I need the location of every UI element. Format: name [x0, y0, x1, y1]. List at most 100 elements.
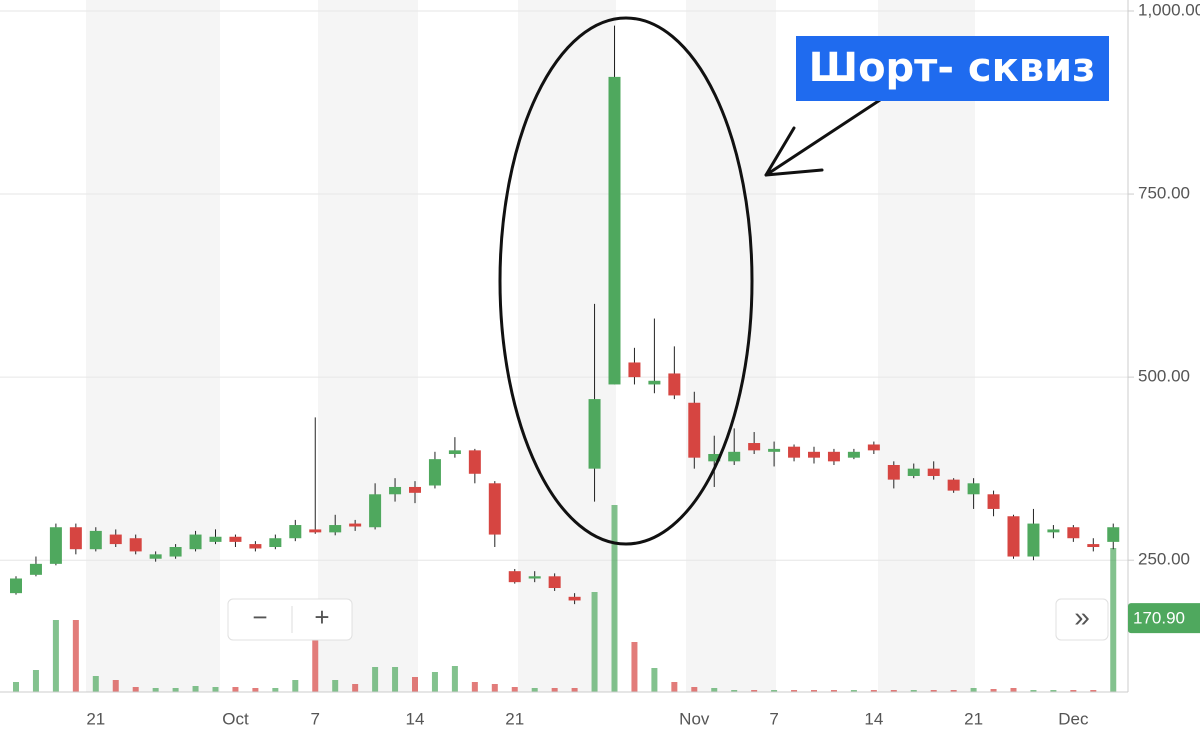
candle-body	[1107, 527, 1120, 542]
volume-bar	[392, 667, 399, 692]
x-tick-label: 14	[406, 709, 425, 728]
candle-body	[588, 399, 601, 469]
zoom-control: − +	[227, 598, 353, 641]
candle-body	[887, 464, 900, 480]
candle-body	[169, 547, 182, 557]
band	[86, 0, 220, 692]
volume-bar	[132, 687, 139, 692]
candle-body	[49, 527, 62, 564]
scroll-button[interactable]: »	[1074, 601, 1090, 632]
volume-bar	[1030, 690, 1037, 692]
volume-bar	[611, 505, 618, 692]
volume-bar	[970, 688, 977, 692]
x-tick-label: Oct	[222, 709, 249, 728]
volume-bar	[431, 672, 438, 692]
candle-body	[648, 380, 661, 385]
candle-body	[1087, 544, 1100, 548]
last-price-box	[1128, 603, 1200, 634]
volume-bar	[252, 688, 259, 692]
volume-bars	[13, 505, 1117, 692]
candle-body	[788, 446, 801, 458]
candle-body	[568, 596, 581, 601]
candle-body	[827, 451, 840, 462]
x-tick-label: 21	[505, 709, 524, 728]
volume-bar	[292, 680, 299, 692]
annotation-box	[796, 36, 1109, 101]
candle-body	[508, 571, 521, 583]
candle-body	[69, 527, 82, 550]
candle-body	[1007, 516, 1020, 557]
candle-body	[269, 538, 282, 548]
volume-bar	[491, 684, 498, 692]
candle-body	[628, 362, 641, 378]
volume-bar	[152, 688, 159, 692]
x-tick-label: 7	[769, 709, 778, 728]
candle-body	[1067, 527, 1080, 539]
candle-body	[468, 450, 481, 474]
highlight-ellipse	[498, 16, 754, 546]
volume-bar	[671, 682, 678, 692]
candle-body	[608, 76, 621, 385]
candle-body	[1027, 523, 1040, 557]
candle-body	[668, 373, 681, 396]
candle-body	[109, 534, 122, 545]
volume-bar	[990, 689, 997, 692]
candle-body	[10, 578, 22, 594]
candle-body	[149, 554, 162, 559]
candle-body	[329, 525, 342, 533]
candle-body	[428, 459, 441, 486]
candle-body	[369, 494, 382, 528]
volume-bar	[910, 690, 917, 692]
x-tick-label: 21	[964, 709, 983, 728]
volume-bar	[172, 688, 179, 692]
zoom-in[interactable]: +	[314, 602, 329, 632]
scroll-box	[1055, 598, 1109, 641]
zoom-out[interactable]: −	[252, 602, 267, 632]
volume-bar	[471, 682, 478, 692]
candle-body	[947, 479, 960, 491]
volume-bar	[451, 666, 458, 692]
volume-bar	[711, 688, 718, 692]
volume-bar	[551, 688, 558, 692]
volume-bar	[332, 680, 339, 692]
volume-bar	[511, 687, 518, 692]
last-price-label: 170.90	[1133, 609, 1185, 628]
volume-bar	[272, 688, 279, 692]
candle-body	[389, 486, 402, 495]
volume-bar	[232, 687, 239, 692]
x-tick-label: Nov	[679, 709, 710, 728]
candle-body	[748, 443, 761, 451]
volume-bar	[890, 690, 897, 692]
candle-body	[409, 486, 421, 493]
volume-bar	[950, 690, 957, 692]
band	[686, 0, 776, 692]
volume-bar	[870, 690, 877, 692]
candle-body	[728, 451, 741, 462]
candle-body	[488, 483, 501, 535]
volume-bar	[52, 620, 59, 692]
band	[878, 0, 975, 692]
volume-bar	[112, 680, 119, 692]
volume-bar	[691, 687, 698, 692]
candle-body	[768, 448, 781, 452]
candle-body	[89, 530, 102, 550]
volume-bar	[811, 690, 817, 692]
candle-body	[847, 451, 860, 458]
volume-bar	[312, 640, 319, 692]
volume-bar	[1090, 690, 1097, 692]
volume-bar	[591, 592, 598, 692]
candle-body	[867, 444, 880, 451]
volume-bar	[930, 690, 937, 692]
volume-bar	[72, 620, 79, 692]
volume-bar	[192, 686, 199, 692]
volume-bar	[372, 667, 379, 692]
x-tick-label: 21	[86, 709, 105, 728]
zoom-box	[227, 598, 353, 641]
candle-body	[708, 454, 721, 462]
volume-bar	[92, 676, 99, 692]
candle-body	[309, 529, 322, 533]
grid	[0, 10, 1128, 561]
x-tick-label: 7	[311, 709, 320, 728]
